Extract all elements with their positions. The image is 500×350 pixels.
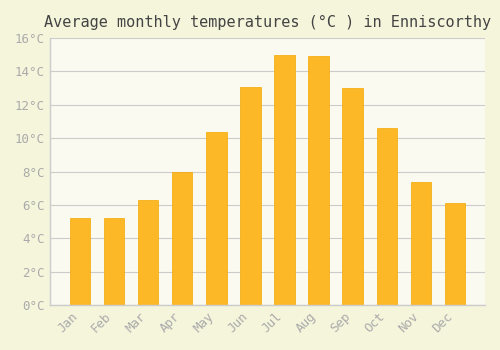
Bar bbox=[70, 218, 90, 305]
Bar bbox=[342, 88, 363, 305]
Bar bbox=[376, 128, 397, 305]
Bar bbox=[240, 86, 260, 305]
Title: Average monthly temperatures (°C ) in Enniscorthy: Average monthly temperatures (°C ) in En… bbox=[44, 15, 491, 30]
Bar bbox=[104, 218, 124, 305]
Bar bbox=[308, 56, 329, 305]
Bar bbox=[410, 182, 431, 305]
Bar bbox=[172, 172, 193, 305]
Bar bbox=[138, 200, 158, 305]
Bar bbox=[206, 132, 227, 305]
Bar bbox=[445, 203, 465, 305]
Bar bbox=[274, 55, 294, 305]
